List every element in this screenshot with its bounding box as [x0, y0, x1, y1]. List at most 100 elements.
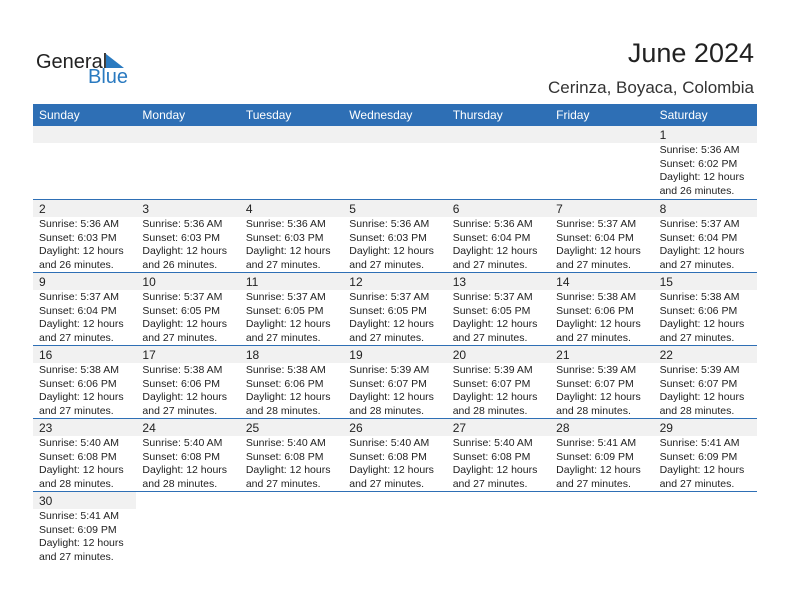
day-number: 19	[343, 346, 447, 363]
empty-day-band	[239, 126, 344, 143]
day-number: 23	[33, 419, 137, 436]
sunrise-text: Sunrise: 5:37 AM	[245, 291, 326, 303]
daylight2-text: and 28 minutes.	[39, 477, 114, 490]
day-number: 18	[239, 346, 344, 363]
day-cell: 24 Sunrise: 5:40 AM Sunset: 6:08 PM Dayligh…	[136, 419, 240, 491]
weekday-thursday: Thursday	[452, 108, 503, 122]
daylight2-text: and 27 minutes.	[556, 258, 631, 271]
day-info: Sunrise: 5:39 AM Sunset: 6:07 PM Daylight:…	[654, 363, 757, 418]
daylight2-text: and 26 minutes.	[39, 258, 114, 271]
day-number: 14	[550, 273, 654, 290]
day-cell: 15 Sunrise: 5:38 AM Sunset: 6:06 PM Dayligh…	[653, 273, 757, 345]
day-cell: 10 Sunrise: 5:37 AM Sunset: 6:05 PM Dayligh…	[136, 273, 240, 345]
empty-day-band	[446, 126, 551, 143]
daylight2-text: and 27 minutes.	[452, 258, 528, 271]
daylight1-text: Daylight: 12 hours	[349, 391, 434, 403]
sunset-text: Sunset: 6:04 PM	[556, 231, 634, 244]
daylight1-text: Daylight: 12 hours	[349, 464, 434, 476]
day-info: Sunrise: 5:38 AM Sunset: 6:06 PM Daylight:…	[136, 363, 239, 418]
day-number: 20	[446, 346, 551, 363]
week-row: 1 Sunrise: 5:36 AM Sunset: 6:02 PM Daylight…	[33, 126, 757, 199]
day-cell: 27 Sunrise: 5:40 AM Sunset: 6:08 PM Dayligh…	[446, 419, 551, 491]
day-info: Sunrise: 5:37 AM Sunset: 6:05 PM Daylight:…	[447, 290, 550, 345]
sunrise-text: Sunrise: 5:38 AM	[39, 364, 119, 376]
sunrise-text: Sunrise: 5:40 AM	[245, 437, 326, 449]
day-cell: 3 Sunrise: 5:36 AM Sunset: 6:03 PM Daylight…	[136, 200, 240, 272]
day-info: Sunrise: 5:38 AM Sunset: 6:06 PM Daylight:…	[654, 290, 757, 345]
day-cell: 20 Sunrise: 5:39 AM Sunset: 6:07 PM Dayligh…	[446, 346, 551, 418]
sunrise-text: Sunrise: 5:38 AM	[245, 364, 326, 376]
day-cell: 6 Sunrise: 5:36 AM Sunset: 6:04 PM Daylight…	[446, 200, 551, 272]
sunset-text: Sunset: 6:05 PM	[349, 304, 427, 317]
sunrise-text: Sunrise: 5:37 AM	[349, 291, 430, 303]
sunset-text: Sunset: 6:03 PM	[142, 231, 221, 244]
sunrise-text: Sunrise: 5:36 AM	[452, 218, 533, 230]
day-cell: 30 Sunrise: 5:41 AM Sunset: 6:09 PM Dayligh…	[33, 492, 137, 564]
empty-cell	[446, 126, 551, 199]
location-subtitle: Cerinza, Boyaca, Colombia	[548, 78, 754, 97]
day-info: Sunrise: 5:37 AM Sunset: 6:04 PM Daylight:…	[654, 217, 757, 272]
day-number: 27	[446, 419, 551, 436]
daylight2-text: and 28 minutes.	[556, 404, 631, 417]
empty-cell	[343, 126, 447, 199]
sunset-text: Sunset: 6:05 PM	[452, 304, 531, 317]
daylight1-text: Daylight: 12 hours	[39, 464, 124, 476]
daylight1-text: Daylight: 12 hours	[556, 391, 641, 403]
sunset-text: Sunset: 6:08 PM	[452, 450, 531, 463]
empty-day-band	[33, 126, 137, 143]
day-cell: 25 Sunrise: 5:40 AM Sunset: 6:08 PM Dayligh…	[239, 419, 344, 491]
daylight2-text: and 27 minutes.	[39, 331, 114, 344]
sunset-text: Sunset: 6:02 PM	[659, 157, 738, 170]
day-info: Sunrise: 5:38 AM Sunset: 6:06 PM Daylight:…	[33, 363, 136, 418]
daylight1-text: Daylight: 12 hours	[245, 245, 331, 257]
sunrise-text: Sunrise: 5:40 AM	[452, 437, 533, 449]
sunset-text: Sunset: 6:05 PM	[142, 304, 221, 317]
daylight2-text: and 27 minutes.	[659, 477, 735, 490]
day-number: 6	[446, 200, 551, 217]
sunset-text: Sunset: 6:07 PM	[349, 377, 427, 390]
sunset-text: Sunset: 6:08 PM	[142, 450, 221, 463]
sunset-text: Sunset: 6:08 PM	[39, 450, 117, 463]
daylight2-text: and 27 minutes.	[556, 477, 631, 490]
day-cell: 13 Sunrise: 5:37 AM Sunset: 6:05 PM Dayligh…	[446, 273, 551, 345]
day-number: 8	[653, 200, 757, 217]
sunset-text: Sunset: 6:07 PM	[556, 377, 634, 390]
weekday-wednesday: Wednesday	[349, 108, 413, 122]
day-cell: 16 Sunrise: 5:38 AM Sunset: 6:06 PM Dayligh…	[33, 346, 137, 418]
daylight1-text: Daylight: 12 hours	[452, 464, 538, 476]
day-info: Sunrise: 5:37 AM Sunset: 6:05 PM Daylight:…	[240, 290, 343, 345]
empty-day-band	[550, 126, 654, 143]
daylight2-text: and 28 minutes.	[245, 404, 321, 417]
sunrise-text: Sunrise: 5:39 AM	[659, 364, 740, 376]
sunrise-text: Sunrise: 5:40 AM	[142, 437, 223, 449]
weekday-sunday: Sunday	[39, 108, 80, 122]
day-cell: 1 Sunrise: 5:36 AM Sunset: 6:02 PM Daylight…	[653, 126, 757, 199]
day-info: Sunrise: 5:39 AM Sunset: 6:07 PM Daylight:…	[447, 363, 550, 418]
daylight1-text: Daylight: 12 hours	[452, 391, 538, 403]
day-info: Sunrise: 5:38 AM Sunset: 6:06 PM Daylight:…	[550, 290, 653, 345]
day-number: 15	[653, 273, 757, 290]
sunset-text: Sunset: 6:06 PM	[556, 304, 634, 317]
day-info: Sunrise: 5:40 AM Sunset: 6:08 PM Daylight:…	[136, 436, 239, 491]
day-number: 22	[653, 346, 757, 363]
sunrise-text: Sunrise: 5:36 AM	[39, 218, 119, 230]
day-info: Sunrise: 5:36 AM Sunset: 6:03 PM Daylight:…	[343, 217, 446, 272]
day-cell: 11 Sunrise: 5:37 AM Sunset: 6:05 PM Dayligh…	[239, 273, 344, 345]
day-cell: 8 Sunrise: 5:37 AM Sunset: 6:04 PM Daylight…	[653, 200, 757, 272]
week-row: 16 Sunrise: 5:38 AM Sunset: 6:06 PM Dayligh…	[33, 345, 757, 418]
sunset-text: Sunset: 6:09 PM	[659, 450, 738, 463]
day-cell: 14 Sunrise: 5:38 AM Sunset: 6:06 PM Dayligh…	[550, 273, 654, 345]
day-info: Sunrise: 5:37 AM Sunset: 6:05 PM Daylight:…	[343, 290, 446, 345]
daylight1-text: Daylight: 12 hours	[39, 318, 124, 330]
daylight1-text: Daylight: 12 hours	[659, 171, 745, 183]
day-number: 28	[550, 419, 654, 436]
day-number: 1	[653, 126, 757, 143]
daylight1-text: Daylight: 12 hours	[556, 318, 641, 330]
empty-cell	[550, 126, 654, 199]
daylight2-text: and 27 minutes.	[245, 477, 321, 490]
weekday-tuesday: Tuesday	[245, 108, 292, 122]
day-cell: 12 Sunrise: 5:37 AM Sunset: 6:05 PM Dayligh…	[343, 273, 447, 345]
day-number: 12	[343, 273, 447, 290]
daylight2-text: and 27 minutes.	[556, 331, 631, 344]
day-number: 25	[239, 419, 344, 436]
